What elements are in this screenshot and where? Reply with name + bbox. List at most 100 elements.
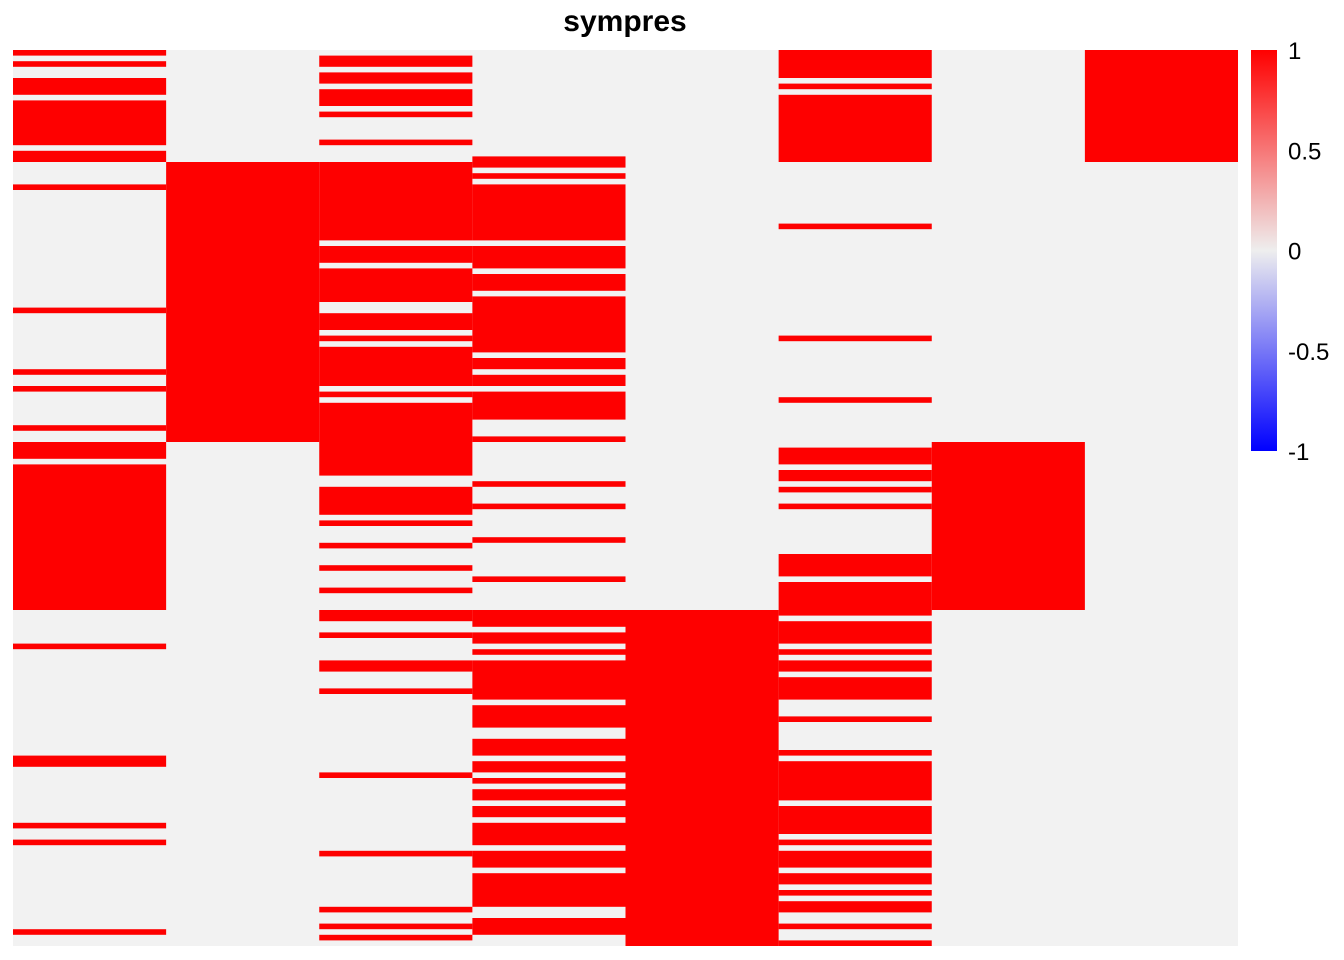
heatmap-cell-block bbox=[13, 442, 167, 459]
heatmap-cell-block bbox=[778, 806, 932, 834]
heatmap-cell-block bbox=[778, 470, 932, 482]
heatmap-column-8 bbox=[1084, 50, 1239, 162]
heatmap-cell-block bbox=[472, 610, 626, 627]
heatmap-cell-block bbox=[319, 391, 473, 398]
heatmap-cell-block bbox=[319, 335, 473, 342]
heatmap-cell-block bbox=[319, 313, 473, 330]
heatmap-cell-block bbox=[319, 486, 473, 515]
heatmap-cell-block bbox=[778, 940, 932, 946]
heatmap-cell-block bbox=[472, 660, 626, 700]
heatmap-cell-block bbox=[166, 162, 320, 442]
heatmap-cell-block bbox=[13, 839, 167, 846]
heatmap-cell-block bbox=[319, 934, 473, 941]
heatmap-cell-block bbox=[13, 929, 167, 935]
heatmap-cell-block bbox=[472, 738, 626, 756]
heatmap-cell-block bbox=[472, 184, 626, 241]
heatmap-cell-block bbox=[13, 184, 167, 190]
heatmap-cell-block bbox=[319, 72, 473, 84]
heatmap-cell-block bbox=[319, 660, 473, 672]
heatmap-cell-block bbox=[778, 873, 932, 885]
heatmap-cell-block bbox=[472, 374, 626, 386]
heatmap-cell-block bbox=[778, 621, 932, 644]
heatmap-cell-block bbox=[778, 83, 932, 90]
heatmap-cell-block bbox=[13, 822, 167, 829]
chart-title: sympres bbox=[563, 5, 686, 38]
heatmap-cell-block bbox=[13, 307, 167, 314]
heatmap-cell-block bbox=[319, 923, 473, 930]
heatmap-cell-block bbox=[778, 901, 932, 913]
legend-tick-label: -1 bbox=[1288, 439, 1309, 466]
heatmap-cell-block bbox=[319, 402, 473, 476]
heatmap-cell-block bbox=[319, 906, 473, 913]
heatmap-cell-block bbox=[472, 503, 626, 510]
heatmap-cell-block bbox=[472, 391, 626, 420]
heatmap-cell-block bbox=[778, 223, 932, 230]
heatmap-cell-block bbox=[13, 755, 167, 767]
heatmap-cell-block bbox=[778, 750, 932, 756]
heatmap-area bbox=[13, 50, 1239, 946]
heatmap-cell-block bbox=[319, 268, 473, 302]
heatmap-cell-block bbox=[319, 162, 473, 241]
heatmap-cell-block bbox=[778, 660, 932, 672]
heatmap-cell-block bbox=[472, 296, 626, 353]
heatmap-cell-block bbox=[472, 649, 626, 655]
heatmap-cell-block bbox=[472, 632, 626, 644]
heatmap-cell-block bbox=[319, 850, 473, 857]
heatmap-cell-block bbox=[778, 50, 932, 78]
heatmap-cell-block bbox=[13, 150, 167, 162]
heatmap-cell-block bbox=[472, 436, 626, 442]
heatmap-cell-block bbox=[472, 778, 626, 784]
heatmap-cell-block bbox=[319, 111, 473, 118]
heatmap-cell-block bbox=[778, 716, 932, 722]
heatmap-cell-block bbox=[472, 537, 626, 543]
heatmap-cell-block bbox=[778, 447, 932, 465]
heatmap-cell-block bbox=[778, 486, 932, 493]
heatmap-cell-block bbox=[472, 761, 626, 773]
heatmap-cell-block bbox=[472, 705, 626, 728]
heatmap-cell-block bbox=[778, 582, 932, 616]
heatmap-cell-block bbox=[472, 806, 626, 818]
heatmap-cell-block bbox=[778, 335, 932, 342]
heatmap-cell-block bbox=[319, 139, 473, 146]
heatmap-cell-block bbox=[13, 643, 167, 650]
color-legend: 1 0.5 0 -0.5 -1 bbox=[1251, 38, 1329, 466]
heatmap-cell-block bbox=[319, 772, 473, 778]
heatmap-cell-block bbox=[472, 156, 626, 168]
legend-tick-label: -0.5 bbox=[1288, 339, 1329, 366]
heatmap-cell-block bbox=[319, 632, 473, 638]
heatmap-cell-block bbox=[13, 78, 167, 95]
heatmap-cell-block bbox=[319, 55, 473, 67]
heatmap-cell-block bbox=[472, 481, 626, 487]
heatmap-cell-block bbox=[472, 246, 626, 269]
heatmap-cell-block bbox=[13, 425, 167, 431]
heatmap-cell-block bbox=[319, 688, 473, 694]
heatmap-cell-block bbox=[625, 610, 779, 946]
heatmap-cell-block bbox=[778, 761, 932, 801]
heatmap-cell-block bbox=[319, 610, 473, 622]
heatmap-cell-block bbox=[319, 89, 473, 106]
heatmap-column-7 bbox=[931, 442, 1085, 610]
heatmap-cell-block bbox=[472, 822, 626, 846]
heatmap-cell-block bbox=[13, 464, 167, 610]
heatmap-cell-block bbox=[778, 923, 932, 930]
heatmap-cell-block bbox=[13, 50, 167, 56]
heatmap-cell-block bbox=[319, 520, 473, 526]
legend-color-bar bbox=[1251, 50, 1277, 451]
heatmap-cell-block bbox=[778, 677, 932, 700]
legend-tick-label: 1 bbox=[1288, 38, 1301, 65]
heatmap-cell-block bbox=[778, 649, 932, 655]
heatmap-cell-block bbox=[778, 839, 932, 846]
heatmap-cell-block bbox=[13, 61, 167, 67]
heatmap-cell-block bbox=[778, 890, 932, 896]
heatmap-cell-block bbox=[472, 173, 626, 179]
heatmap-column-6 bbox=[778, 50, 932, 946]
heatmap-cell-block bbox=[13, 386, 167, 392]
heatmap-cell-block bbox=[472, 274, 626, 291]
heatmap-cell-block bbox=[13, 369, 167, 375]
heatmap-cell-block bbox=[778, 94, 932, 162]
heatmap-column-4 bbox=[472, 156, 626, 935]
heatmap-cell-block bbox=[319, 565, 473, 571]
legend-ticks: 1 0.5 0 -0.5 -1 bbox=[1288, 38, 1329, 466]
heatmap-cell-block bbox=[778, 503, 932, 510]
